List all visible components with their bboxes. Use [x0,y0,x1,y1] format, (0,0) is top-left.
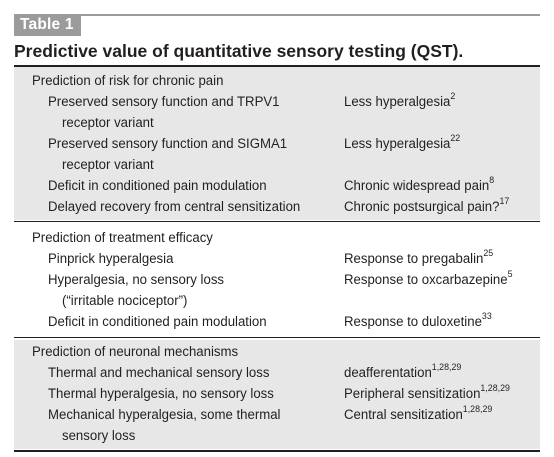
outcome-text: Chronic widespread pain [344,178,490,194]
table-label-badge: Table 1 [14,14,81,36]
row-outcome: Response to duloxetine33 [344,312,492,333]
table-label-bar: Table 1 [14,14,540,36]
reference-sup: 1,28,29 [480,383,510,395]
label-rule [14,14,540,16]
reference-sup: 8 [489,175,495,187]
section-neuronal-mechanisms: Prediction of neuronal mechanisms Therma… [14,340,540,449]
bottom-rule [14,450,540,452]
title-rule [14,65,540,67]
row-outcome: Central sensitization1,28,29 [344,405,492,426]
reference-sup: 33 [481,311,492,323]
outcome-text: Peripheral sensitization [344,386,481,402]
outcome-text: Response to oxcarbazepine [344,272,508,288]
section-risk-chronic-pain: Prediction of risk for chronic pain Pres… [14,67,540,220]
outcome-text: Response to pregabalin [344,251,484,267]
outcome-text: Response to duloxetine [344,314,482,330]
row-label: Pinprick hyperalgesia [48,251,174,267]
row-outcome: deafferentation1,28,29 [344,363,461,384]
section-divider [14,337,540,338]
section-treatment-efficacy: Prediction of treatment efficacy Pinpric… [14,224,540,337]
reference-sup: 5 [507,269,513,281]
outcome-text: Less hyperalgesia [344,94,451,110]
reference-sup: 25 [483,248,494,260]
row-label: Hyperalgesia, no sensory loss [48,272,225,288]
row-outcome: Less hyperalgesia2 [344,92,455,113]
section-heading: Prediction of risk for chronic pain [32,73,224,89]
row-outcome: Response to pregabalin25 [344,249,493,270]
row-label: Thermal and mechanical sensory loss [48,365,270,381]
outcome-text: Chronic postsurgical pain? [344,199,500,215]
reference-sup: 17 [499,196,510,208]
row-label: Deficit in conditioned pain modulation [48,178,267,194]
table-title: Predictive value of quantitative sensory… [14,41,464,61]
section-heading: Prediction of treatment efficacy [32,230,213,246]
row-label: Thermal hyperalgesia, no sensory loss [48,386,274,402]
section-divider [14,221,540,222]
row-outcome: Response to oxcarbazepine5 [344,270,513,291]
row-label-cont: receptor variant [62,157,154,173]
reference-sup: 22 [450,133,461,145]
reference-sup: 1,28,29 [431,362,462,374]
section-heading: Prediction of neuronal mechanisms [32,344,239,360]
outcome-text: deafferentation [344,365,432,381]
row-outcome: Less hyperalgesia22 [344,134,460,155]
row-label: Deficit in conditioned pain modulation [48,314,267,330]
row-label: Mechanical hyperalgesia, some thermal [48,407,281,423]
row-label: Delayed recovery from central sensitizat… [48,199,301,215]
reference-sup: 2 [450,91,456,103]
row-outcome: Chronic widespread pain8 [344,176,494,197]
row-label: Preserved sensory function and TRPV1 [48,94,280,110]
outcome-text: Less hyperalgesia [344,136,451,152]
row-outcome: Peripheral sensitization1,28,29 [344,384,510,405]
row-label-cont: sensory loss [62,428,136,444]
row-label-cont: receptor variant [62,115,154,131]
row-label-cont: (“irritable nociceptor”) [62,293,188,309]
reference-sup: 1,28,29 [462,404,493,416]
row-outcome: Chronic postsurgical pain?17 [344,197,509,218]
row-label: Preserved sensory function and SIGMA1 [48,136,288,152]
outcome-text: Central sensitization [344,407,463,423]
